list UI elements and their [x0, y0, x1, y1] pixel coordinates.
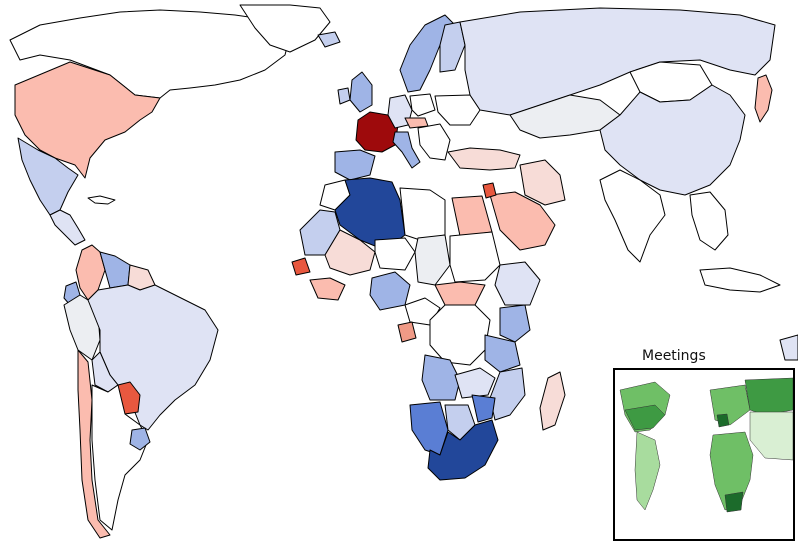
country-france	[355, 111, 399, 153]
meetings-inset-map	[619, 377, 793, 513]
country-poland	[409, 93, 436, 117]
inset-country-asia	[749, 411, 793, 461]
country-saudi-arabia	[489, 191, 556, 251]
country-uruguay	[129, 427, 151, 451]
country-niger	[374, 237, 416, 271]
country-uk	[349, 71, 373, 113]
country-cuba	[87, 195, 116, 205]
country-balkans	[417, 123, 451, 161]
country-turkey	[447, 147, 521, 171]
country-iran	[519, 159, 566, 206]
country-australia-edge	[779, 334, 798, 361]
country-libya	[399, 187, 446, 241]
inset-country-latin-america	[634, 431, 661, 511]
country-venezuela	[99, 251, 131, 289]
inset-country-usa	[624, 404, 666, 431]
country-drc	[429, 304, 491, 366]
country-china	[599, 84, 746, 196]
country-indonesia	[699, 267, 781, 293]
country-angola	[421, 354, 461, 401]
country-senegal	[291, 257, 311, 276]
inset-country-france	[716, 413, 730, 428]
country-ireland	[337, 87, 351, 105]
country-mexico	[17, 137, 79, 216]
country-mali	[324, 229, 376, 276]
country-india	[599, 169, 666, 263]
country-spain	[334, 149, 376, 181]
inset-country-south-africa	[724, 491, 744, 513]
country-greenland	[239, 4, 331, 53]
meetings-inset-map-frame	[613, 368, 795, 541]
country-argentina	[91, 384, 149, 531]
country-zambia	[454, 367, 496, 399]
country-kenya	[499, 304, 531, 343]
country-gabon	[397, 321, 417, 343]
country-ethiopia	[494, 261, 541, 306]
country-guinea	[309, 277, 346, 301]
inset-country-europe	[709, 384, 751, 426]
inset-country-russia	[744, 377, 793, 416]
country-usa	[14, 61, 161, 179]
country-mozambique	[489, 367, 526, 421]
country-south-africa	[427, 419, 499, 481]
country-japan	[754, 74, 773, 123]
country-madagascar	[539, 371, 566, 431]
country-car	[434, 281, 486, 306]
country-italy	[392, 131, 421, 169]
country-canada	[9, 9, 291, 99]
country-southeast-asia	[689, 191, 729, 251]
country-chad	[414, 234, 451, 286]
country-central-america	[49, 209, 86, 246]
country-tanzania	[484, 334, 521, 373]
country-zimbabwe	[471, 394, 496, 423]
country-iceland	[317, 31, 341, 48]
country-jordan	[482, 182, 497, 199]
inset-title: Meetings	[642, 348, 706, 364]
country-sudan	[449, 231, 501, 283]
country-egypt	[451, 195, 493, 237]
country-nigeria	[369, 271, 411, 311]
